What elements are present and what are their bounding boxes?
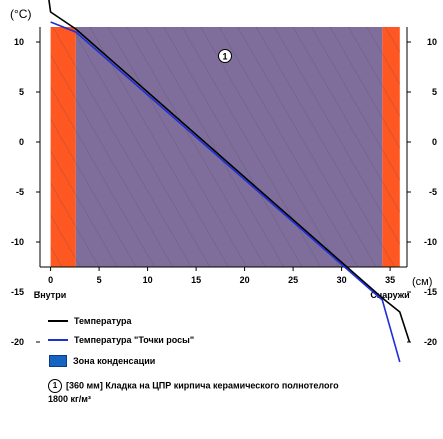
x-tick-label: 15: [191, 275, 201, 285]
x-tick-label: 5: [97, 275, 102, 285]
y-tick-label-right: 10: [427, 37, 437, 47]
y-tick-label-left: -5: [16, 187, 24, 197]
x-tick-label: 0: [48, 275, 53, 285]
layer-note: 1 [360 мм] Кладка на ЦПР кирпича керамиче…: [48, 379, 348, 405]
y-tick-label-left: -10: [11, 237, 24, 247]
y-tick-label-left: -15: [11, 287, 24, 297]
y-tick-label-left: 10: [14, 37, 24, 47]
temperature-swatch: [48, 320, 68, 322]
legend-label-dewpoint: Температура "Точки росы": [74, 335, 195, 345]
y-tick-label-right: -5: [429, 187, 437, 197]
legend-item-dewpoint: Температура "Точки росы": [48, 335, 194, 345]
x-tick-label: 25: [288, 275, 298, 285]
note-number: 1: [48, 379, 62, 393]
layer-hatch-2: [382, 27, 400, 267]
outside-label: Снаружи: [370, 290, 409, 300]
y-tick-label-left: 0: [19, 137, 24, 147]
x-tick-label: 10: [143, 275, 153, 285]
y-tick-label-left: -20: [11, 337, 24, 347]
layer-hatch-1: [75, 27, 383, 267]
layer-marker-label: 1: [222, 52, 227, 62]
legend-label-condensation: Зона конденсации: [73, 356, 156, 366]
layer-hatch-0: [50, 27, 76, 267]
layer-marker: [218, 49, 232, 63]
series-line-0: [48, 0, 411, 343]
x-tick-label: 20: [240, 275, 250, 285]
legend-item-temperature: Температура: [48, 316, 132, 326]
legend-item-condensation: Зона конденсации: [48, 355, 155, 367]
y-tick-label-right: 0: [432, 137, 437, 147]
y-tick-label-left: 5: [19, 87, 24, 97]
condensation-swatch: [49, 355, 67, 367]
x-tick-label: 35: [385, 275, 395, 285]
dewpoint-swatch: [48, 339, 68, 341]
x-axis-label: (см): [412, 276, 432, 288]
inside-label: Внутри: [34, 290, 67, 300]
wall-layers: 1: [50, 27, 400, 267]
note-text: [360 мм] Кладка на ЦПР кирпича керамичес…: [48, 380, 339, 404]
y-tick-label-right: 5: [432, 87, 437, 97]
y-axis-label: (°C): [10, 7, 31, 21]
series-line-1: [50, 21, 401, 363]
x-tick-label: 30: [337, 275, 347, 285]
y-tick-label-right: -15: [424, 287, 437, 297]
y-tick-label-right: -20: [424, 337, 437, 347]
series-lines: [48, 0, 411, 363]
legend-label-temperature: Температура: [74, 316, 132, 326]
y-tick-label-right: -10: [424, 237, 437, 247]
